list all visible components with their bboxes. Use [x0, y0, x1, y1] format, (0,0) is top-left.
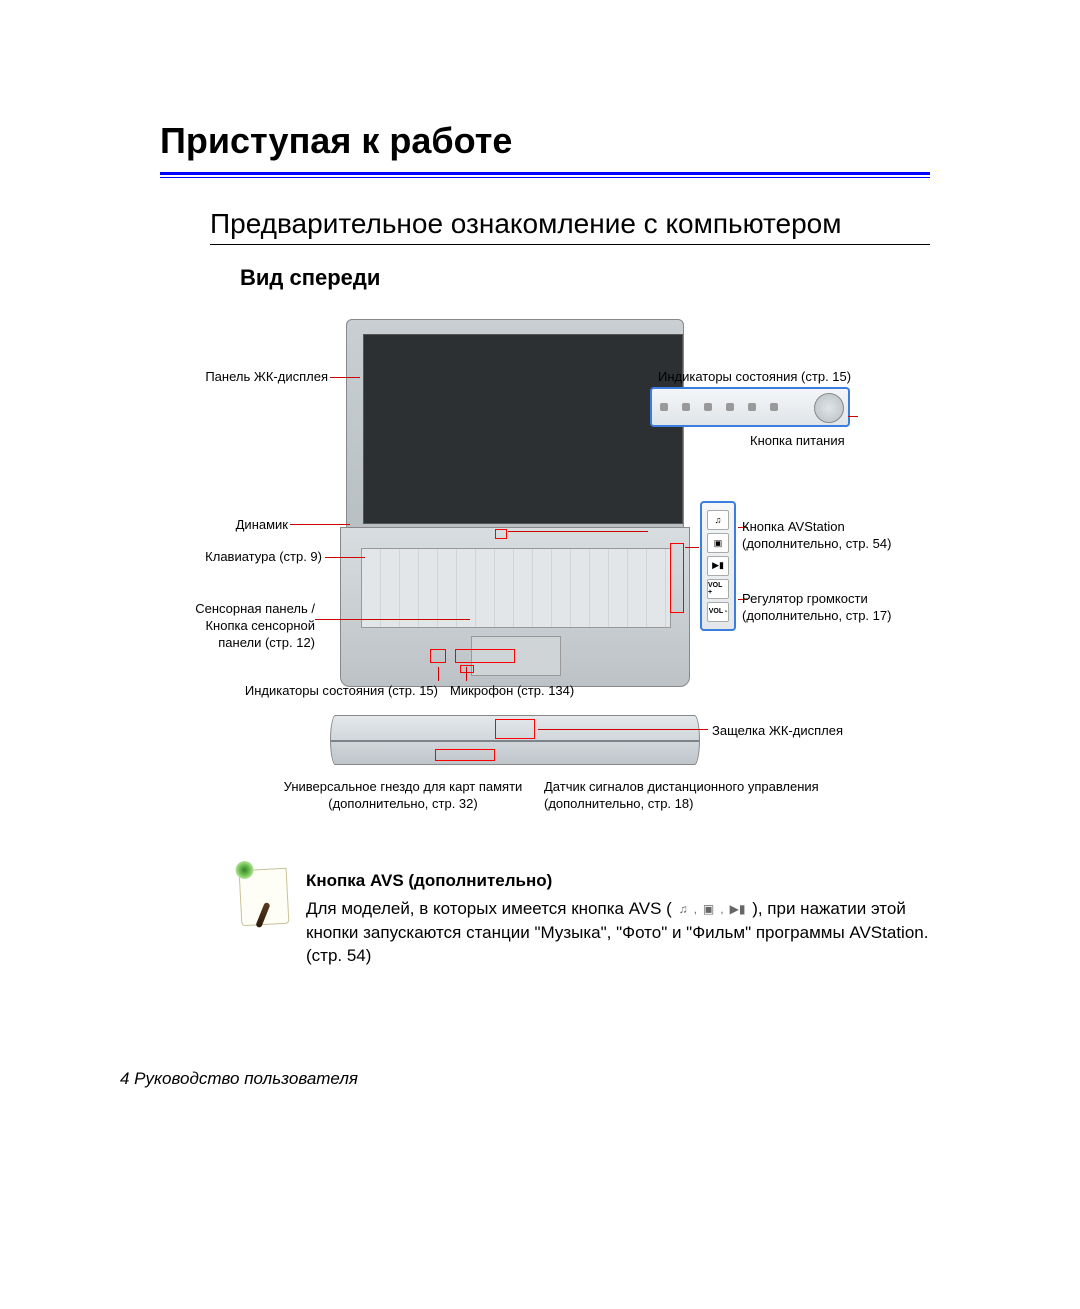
inline-music-icon: ♫	[679, 901, 688, 918]
callout-box-top	[495, 529, 507, 539]
note-block: Кнопка AVS (дополнительно) Для моделей, …	[240, 869, 930, 968]
note-title: Кнопка AVS (дополнительно)	[306, 869, 930, 893]
label-cardslot: Универсальное гнездо для карт памяти (до…	[268, 779, 538, 813]
avs-photo-icon: ▣	[707, 533, 729, 553]
leader-line	[685, 547, 699, 548]
label-touchpad: Сенсорная панель / Кнопка сенсорной пане…	[160, 601, 315, 652]
label-ir-sensor: Датчик сигналов дистанционного управлени…	[544, 779, 874, 813]
label-keyboard: Клавиатура (стр. 9)	[160, 549, 322, 566]
page-footer: 4 Руководство пользователя	[120, 1069, 358, 1089]
leader-line	[315, 619, 470, 620]
volume-up-icon: VOL +	[707, 579, 729, 599]
laptop-keyboard	[361, 548, 671, 628]
power-button-icon	[814, 393, 844, 423]
label-volume: Регулятор громкости (дополнительно, стр.…	[742, 591, 942, 625]
label-speaker: Динамик	[160, 517, 288, 534]
label-latch: Защелка ЖК-дисплея	[712, 723, 932, 740]
label-status-top: Индикаторы состояния (стр. 15)	[658, 369, 918, 386]
note-body: Для моделей, в которых имеется кнопка AV…	[306, 897, 930, 968]
leader-line	[538, 729, 708, 730]
section-title: Предварительное ознакомление с компьютер…	[210, 208, 930, 240]
note-icon	[239, 868, 290, 926]
chapter-title: Приступая к работе	[160, 120, 930, 162]
leader-line	[290, 524, 350, 525]
laptop-lid	[346, 319, 684, 539]
label-lcd-panel: Панель ЖК-дисплея	[160, 369, 328, 386]
subsection-title: Вид спереди	[240, 265, 930, 291]
section-rule	[210, 244, 930, 245]
label-avstation: Кнопка AVStation (дополнительно, стр. 54…	[742, 519, 942, 553]
laptop-open-illustration	[340, 319, 690, 699]
avs-movie-icon: ▶▮	[707, 556, 729, 576]
callout-box-cardslot	[435, 749, 495, 761]
front-view-diagram: ♫ ▣ ▶▮ VOL + VOL - Панель ЖК-дисплея Дин…	[160, 309, 930, 839]
callout-box-touchpad	[455, 649, 515, 663]
note-body-part1: Для моделей, в которых имеется кнопка AV…	[306, 899, 672, 918]
callout-box-sidebtns	[670, 543, 684, 613]
callout-box-latch	[495, 719, 535, 739]
laptop-screen	[363, 334, 683, 524]
label-microphone: Микрофон (стр. 134)	[450, 683, 574, 700]
inline-movie-icon: ▶▮	[730, 901, 746, 918]
laptop-base	[340, 527, 690, 687]
side-buttons-inset: ♫ ▣ ▶▮ VOL + VOL -	[700, 501, 736, 631]
leader-line	[508, 531, 648, 532]
leader-line	[325, 557, 365, 558]
label-power-button: Кнопка питания	[750, 433, 930, 450]
callout-box-microphone	[460, 665, 474, 673]
avs-music-icon: ♫	[707, 510, 729, 530]
chapter-rule	[160, 172, 930, 178]
status-indicators-inset	[650, 387, 850, 427]
leader-line	[330, 377, 360, 378]
leader-line	[466, 667, 467, 681]
callout-box-status-btm	[430, 649, 446, 663]
inline-photo-icon: ▣	[703, 901, 714, 918]
leader-line	[438, 667, 439, 681]
volume-down-icon: VOL -	[707, 602, 729, 622]
leader-line	[848, 416, 858, 417]
label-status-bottom: Индикаторы состояния (стр. 15)	[188, 683, 438, 700]
